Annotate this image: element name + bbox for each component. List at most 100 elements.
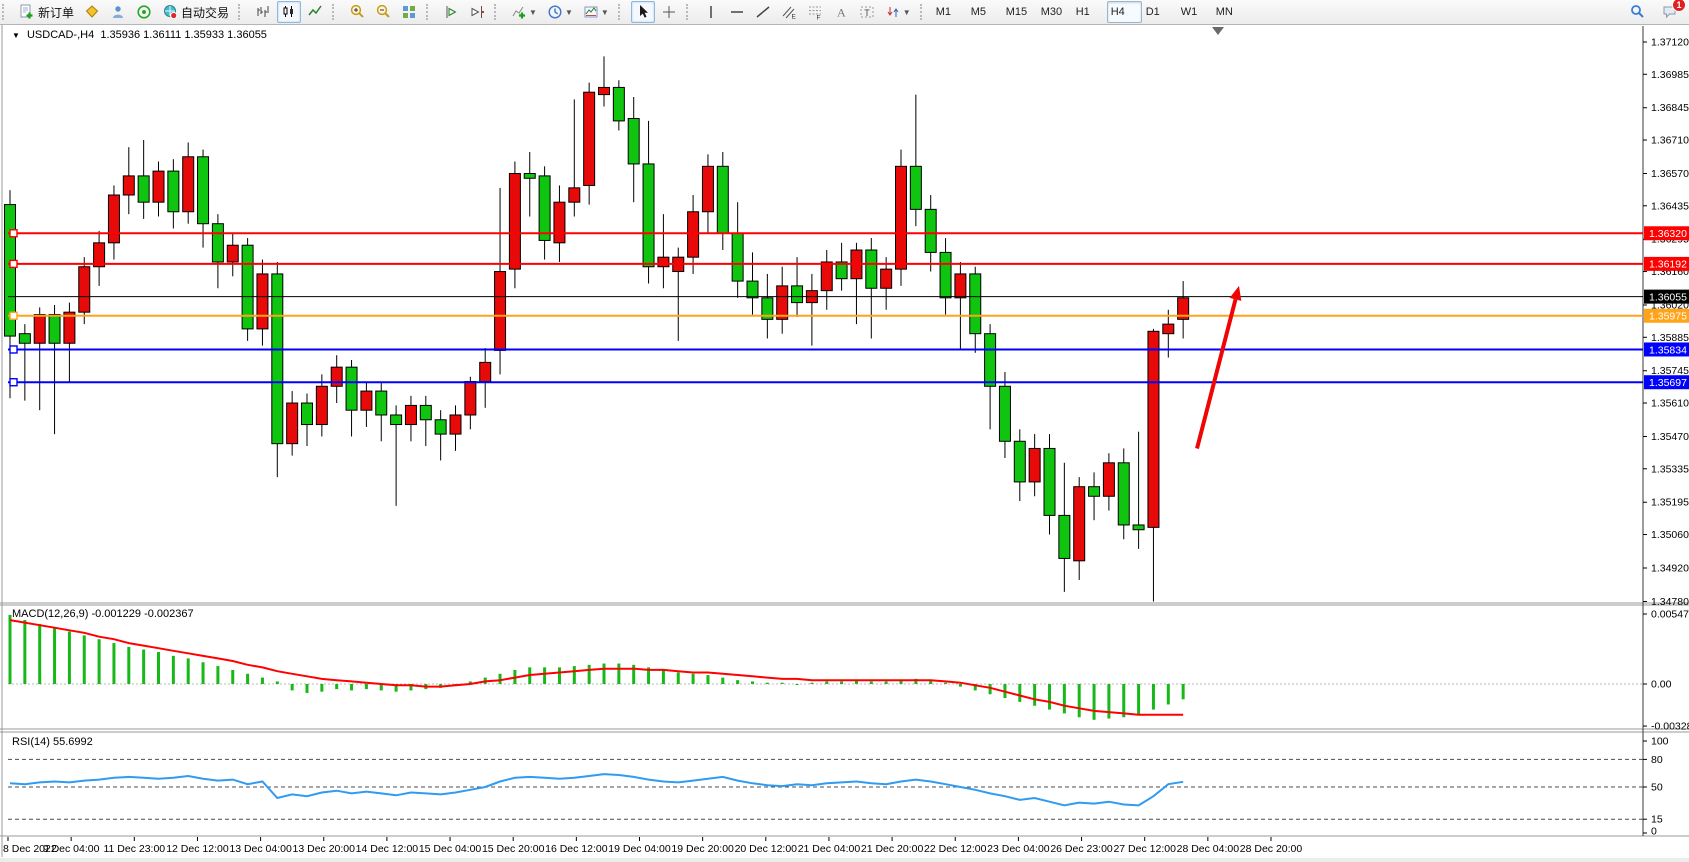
- crosshair-button[interactable]: [657, 1, 681, 23]
- macd-bar: [1137, 684, 1141, 715]
- macd-bar: [1062, 684, 1066, 714]
- fibonacci-button[interactable]: F: [803, 1, 827, 23]
- horizontal-line-button[interactable]: [725, 1, 749, 23]
- price-tick-label: 1.35060: [1651, 529, 1689, 541]
- level-anchor[interactable]: [9, 311, 18, 320]
- timeframe-H4-button[interactable]: H4: [1106, 1, 1142, 23]
- vline-icon: [703, 4, 719, 20]
- rsi-label: RSI(14) 55.6992: [12, 736, 93, 748]
- timeframe-M5-button[interactable]: M5: [970, 6, 986, 18]
- macd-bar: [157, 652, 160, 684]
- candle-down: [197, 156, 210, 225]
- candle-chart-button[interactable]: [277, 1, 302, 23]
- candle-down: [345, 366, 358, 411]
- zoom-out-icon: [375, 4, 391, 20]
- macd-bar: [290, 684, 294, 691]
- zoom-in-button[interactable]: [345, 1, 369, 23]
- ohlc-readout: 1.35936 1.36111 1.35933 1.36055: [100, 29, 267, 41]
- macd-bar: [67, 631, 71, 684]
- macd-bar: [691, 673, 695, 684]
- dropdown-arrow-icon[interactable]: ▼: [902, 7, 911, 17]
- candle-down: [761, 297, 774, 320]
- macd-bar: [498, 673, 502, 684]
- candle-down: [1058, 514, 1071, 559]
- dropdown-arrow-icon[interactable]: ▼: [564, 7, 573, 17]
- timeframe-M30-button[interactable]: M30: [1040, 6, 1063, 18]
- candle-up: [895, 165, 907, 270]
- text-button[interactable]: A: [829, 1, 853, 23]
- macd-tick-label: 0.00: [1651, 679, 1672, 691]
- candle-down: [167, 170, 180, 213]
- macd-bar: [275, 681, 279, 684]
- signal-button[interactable]: [132, 1, 156, 23]
- candle-down: [301, 402, 313, 426]
- cursor-icon: [635, 4, 651, 20]
- timeframe-MN-button[interactable]: MN: [1215, 6, 1233, 18]
- macd-bar: [53, 627, 57, 684]
- macd-bar: [1077, 684, 1081, 718]
- zoom-in-icon: [349, 4, 365, 20]
- bar-chart-button[interactable]: [251, 1, 275, 23]
- annotation-arrow-head[interactable]: [1229, 285, 1242, 301]
- macd-bar: [721, 677, 725, 684]
- label-button[interactable]: T: [855, 1, 879, 23]
- timeframe-M1-button[interactable]: M1: [935, 6, 951, 18]
- trendline-icon: [755, 4, 771, 20]
- periods-button[interactable]: ▼: [543, 1, 577, 23]
- level-anchor[interactable]: [9, 345, 18, 354]
- price-tick-label: 1.35195: [1651, 497, 1689, 509]
- templates-button[interactable]: ▼: [579, 1, 613, 23]
- candle-up: [820, 261, 833, 292]
- dropdown-arrow-icon[interactable]: ▼: [529, 7, 537, 17]
- annotation-arrow[interactable]: [1195, 298, 1238, 449]
- macd-bar: [127, 646, 131, 684]
- macd-bar: [854, 680, 858, 684]
- date-tick-label: 28 Dec 04:00: [1177, 843, 1240, 855]
- timeframe-D1-button[interactable]: D1: [1145, 6, 1160, 18]
- level-anchor[interactable]: [9, 229, 18, 238]
- new-order-button[interactable]: 新订单: [15, 1, 78, 23]
- level-anchor[interactable]: [9, 378, 18, 387]
- auto-scroll-button[interactable]: [439, 1, 463, 23]
- candle-down: [909, 165, 922, 210]
- macd-bar: [869, 681, 873, 684]
- search-button[interactable]: [1625, 1, 1649, 23]
- price-tick-label: 1.36710: [1651, 135, 1689, 147]
- trendline-button[interactable]: [751, 1, 775, 23]
- chart-shift-button[interactable]: [465, 1, 489, 23]
- date-tick-label: 16 Dec 12:00: [545, 843, 608, 855]
- tile-windows-button[interactable]: [397, 1, 421, 23]
- timeframe-W1-button[interactable]: W1: [1180, 6, 1198, 18]
- line-chart-button[interactable]: [303, 1, 327, 23]
- channel-button[interactable]: E: [777, 1, 801, 23]
- candle-down: [434, 419, 447, 435]
- date-tick-label: 8 Dec 2022: [3, 843, 57, 855]
- timeframe-H1-button[interactable]: H1: [1075, 6, 1090, 18]
- price-tick-label: 1.36435: [1651, 200, 1689, 212]
- macd-bar: [38, 623, 42, 684]
- level-anchor[interactable]: [9, 259, 18, 269]
- symbol-menu-icon[interactable]: ▼: [12, 31, 20, 40]
- vertical-line-button[interactable]: [699, 1, 723, 23]
- macd-bar: [8, 614, 12, 684]
- rsi-tick-label: 15: [1651, 814, 1663, 826]
- dropdown-arrow-icon[interactable]: ▼: [600, 7, 609, 17]
- new-order-icon: [19, 4, 35, 20]
- market-watch-button[interactable]: [80, 1, 104, 23]
- zoom-out-button[interactable]: [371, 1, 395, 23]
- candle-up: [404, 404, 417, 426]
- data-window-button[interactable]: [106, 1, 130, 23]
- notifications-button[interactable]: 1: [1658, 0, 1686, 23]
- macd-bar: [587, 664, 591, 684]
- signal-icon: [136, 4, 152, 20]
- indicators-button[interactable]: ▼: [507, 1, 541, 23]
- shapes-button[interactable]: ▼: [881, 1, 915, 23]
- level-badge-label: 1.35697: [1649, 377, 1687, 389]
- timeframe-M15-button[interactable]: M15: [1005, 6, 1028, 18]
- auto-trading-button[interactable]: 自动交易: [158, 1, 233, 23]
- date-tick-label: 12 Dec 12:00: [166, 843, 229, 855]
- symbol-label: USDCAD-,H4: [26, 29, 95, 41]
- cursor-button[interactable]: [630, 1, 655, 23]
- macd-bar: [557, 667, 561, 684]
